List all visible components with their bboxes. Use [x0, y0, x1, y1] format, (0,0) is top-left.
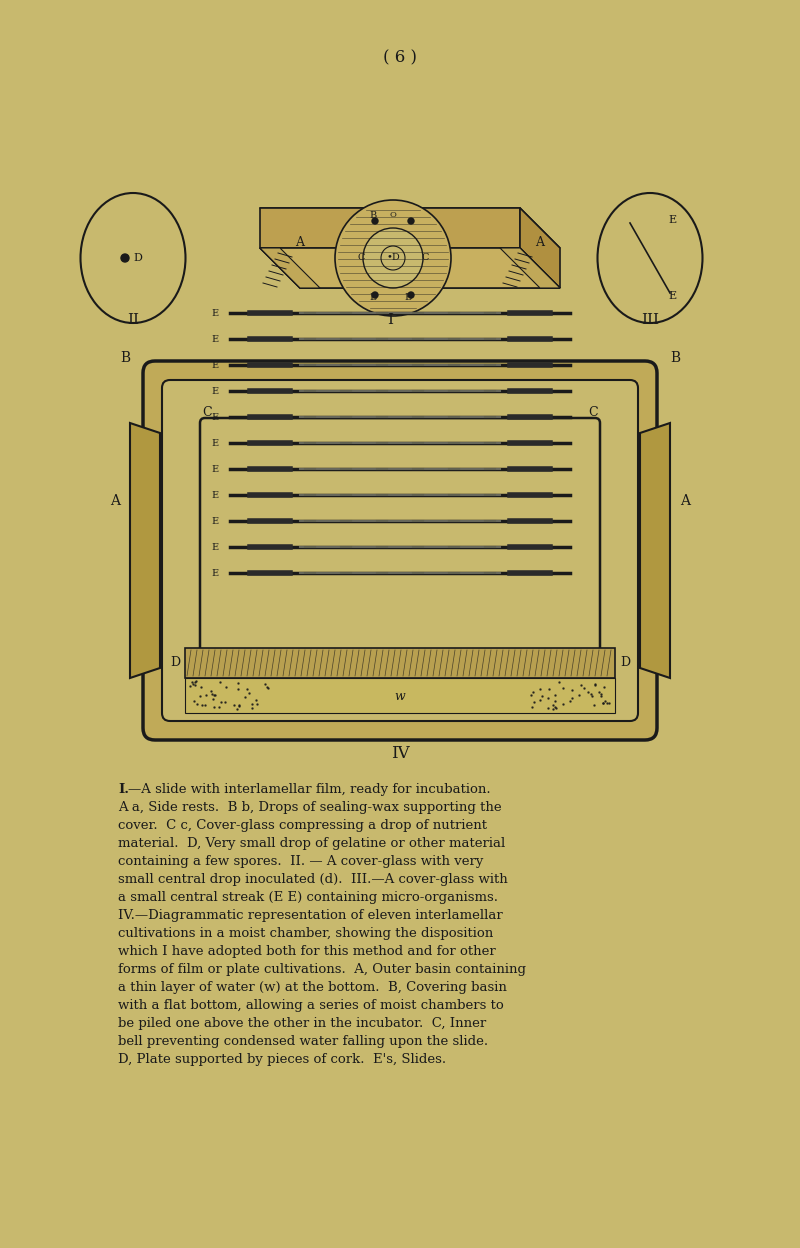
Text: a thin layer of water (w) at the bottom.  B, Covering basin: a thin layer of water (w) at the bottom.…: [118, 981, 507, 993]
Text: —A slide with interlamellar film, ready for incubation.: —A slide with interlamellar film, ready …: [128, 782, 490, 796]
Text: containing a few spores.  II. — A cover-glass with very: containing a few spores. II. — A cover-g…: [118, 855, 483, 869]
Text: A a, Side rests.  B b, Drops of sealing-wax supporting the: A a, Side rests. B b, Drops of sealing-w…: [118, 801, 502, 814]
Text: E: E: [211, 413, 218, 422]
Text: O: O: [390, 211, 397, 218]
Text: A: A: [295, 237, 305, 250]
Polygon shape: [260, 208, 520, 248]
Text: material.  D, Very small drop of gelatine or other material: material. D, Very small drop of gelatine…: [118, 837, 506, 850]
Text: B: B: [120, 351, 130, 364]
Polygon shape: [640, 423, 670, 678]
FancyBboxPatch shape: [143, 361, 657, 740]
Text: C: C: [422, 253, 429, 262]
Text: D, Plate supported by pieces of cork.  E's, Slides.: D, Plate supported by pieces of cork. E'…: [118, 1053, 446, 1066]
Text: A: A: [680, 494, 690, 508]
Text: I.: I.: [118, 782, 129, 796]
Text: D: D: [170, 656, 180, 669]
Text: C: C: [202, 407, 212, 419]
FancyBboxPatch shape: [162, 379, 638, 721]
Text: E: E: [211, 490, 218, 499]
Text: E: E: [668, 291, 676, 301]
Text: E: E: [211, 438, 218, 448]
Text: C: C: [358, 253, 365, 262]
Text: B: B: [404, 293, 412, 302]
Text: E: E: [211, 569, 218, 578]
Circle shape: [372, 218, 378, 223]
Text: C: C: [588, 407, 598, 419]
Bar: [185, 678, 615, 713]
Text: E: E: [211, 308, 218, 317]
Text: B: B: [370, 211, 377, 220]
Text: E: E: [211, 464, 218, 473]
Text: bell preventing condensed water falling upon the slide.: bell preventing condensed water falling …: [118, 1035, 488, 1048]
Ellipse shape: [598, 193, 702, 323]
Circle shape: [381, 246, 405, 270]
Circle shape: [408, 292, 414, 298]
Polygon shape: [520, 208, 560, 288]
Text: forms of film or plate cultivations.  A, Outer basin containing: forms of film or plate cultivations. A, …: [118, 963, 526, 976]
Text: cover.  C c, Cover-glass compressing a drop of nutrient: cover. C c, Cover-glass compressing a dr…: [118, 819, 487, 832]
Text: I: I: [387, 313, 393, 327]
Polygon shape: [130, 423, 160, 678]
Text: A: A: [110, 494, 120, 508]
Polygon shape: [260, 208, 560, 248]
Text: D: D: [620, 656, 630, 669]
Text: E: E: [211, 361, 218, 369]
Circle shape: [335, 200, 451, 316]
Polygon shape: [260, 248, 560, 288]
Text: with a flat bottom, allowing a series of moist chambers to: with a flat bottom, allowing a series of…: [118, 998, 504, 1012]
Text: E: E: [211, 517, 218, 525]
Circle shape: [408, 218, 414, 223]
Text: w: w: [394, 689, 406, 703]
Text: E: E: [211, 334, 218, 343]
Text: ( 6 ): ( 6 ): [383, 50, 417, 66]
Bar: [185, 648, 615, 678]
Polygon shape: [260, 248, 560, 288]
Text: B: B: [370, 293, 377, 302]
Polygon shape: [260, 248, 320, 288]
Text: IV.—Diagrammatic representation of eleven interlamellar: IV.—Diagrammatic representation of eleve…: [118, 909, 502, 922]
Circle shape: [372, 292, 378, 298]
Text: IV: IV: [390, 745, 410, 761]
Text: B: B: [670, 351, 680, 364]
Polygon shape: [500, 248, 560, 288]
Text: •D: •D: [386, 253, 400, 262]
Text: E: E: [211, 387, 218, 396]
Text: cultivations in a moist chamber, showing the disposition: cultivations in a moist chamber, showing…: [118, 927, 494, 940]
Text: III: III: [641, 313, 659, 327]
Text: small central drop inoculated (d).  III.—A cover-glass with: small central drop inoculated (d). III.—…: [118, 874, 508, 886]
Text: II: II: [127, 313, 139, 327]
Text: which I have adopted both for this method and for other: which I have adopted both for this metho…: [118, 945, 496, 958]
Text: E: E: [211, 543, 218, 552]
Text: A: A: [535, 237, 545, 250]
Text: be piled one above the other in the incubator.  C, Inner: be piled one above the other in the incu…: [118, 1017, 486, 1030]
Text: E: E: [668, 215, 676, 225]
Circle shape: [363, 228, 423, 288]
Circle shape: [121, 255, 129, 262]
Text: D: D: [134, 253, 142, 263]
Text: a small central streak (E E) containing micro-organisms.: a small central streak (E E) containing …: [118, 891, 498, 904]
Ellipse shape: [81, 193, 186, 323]
